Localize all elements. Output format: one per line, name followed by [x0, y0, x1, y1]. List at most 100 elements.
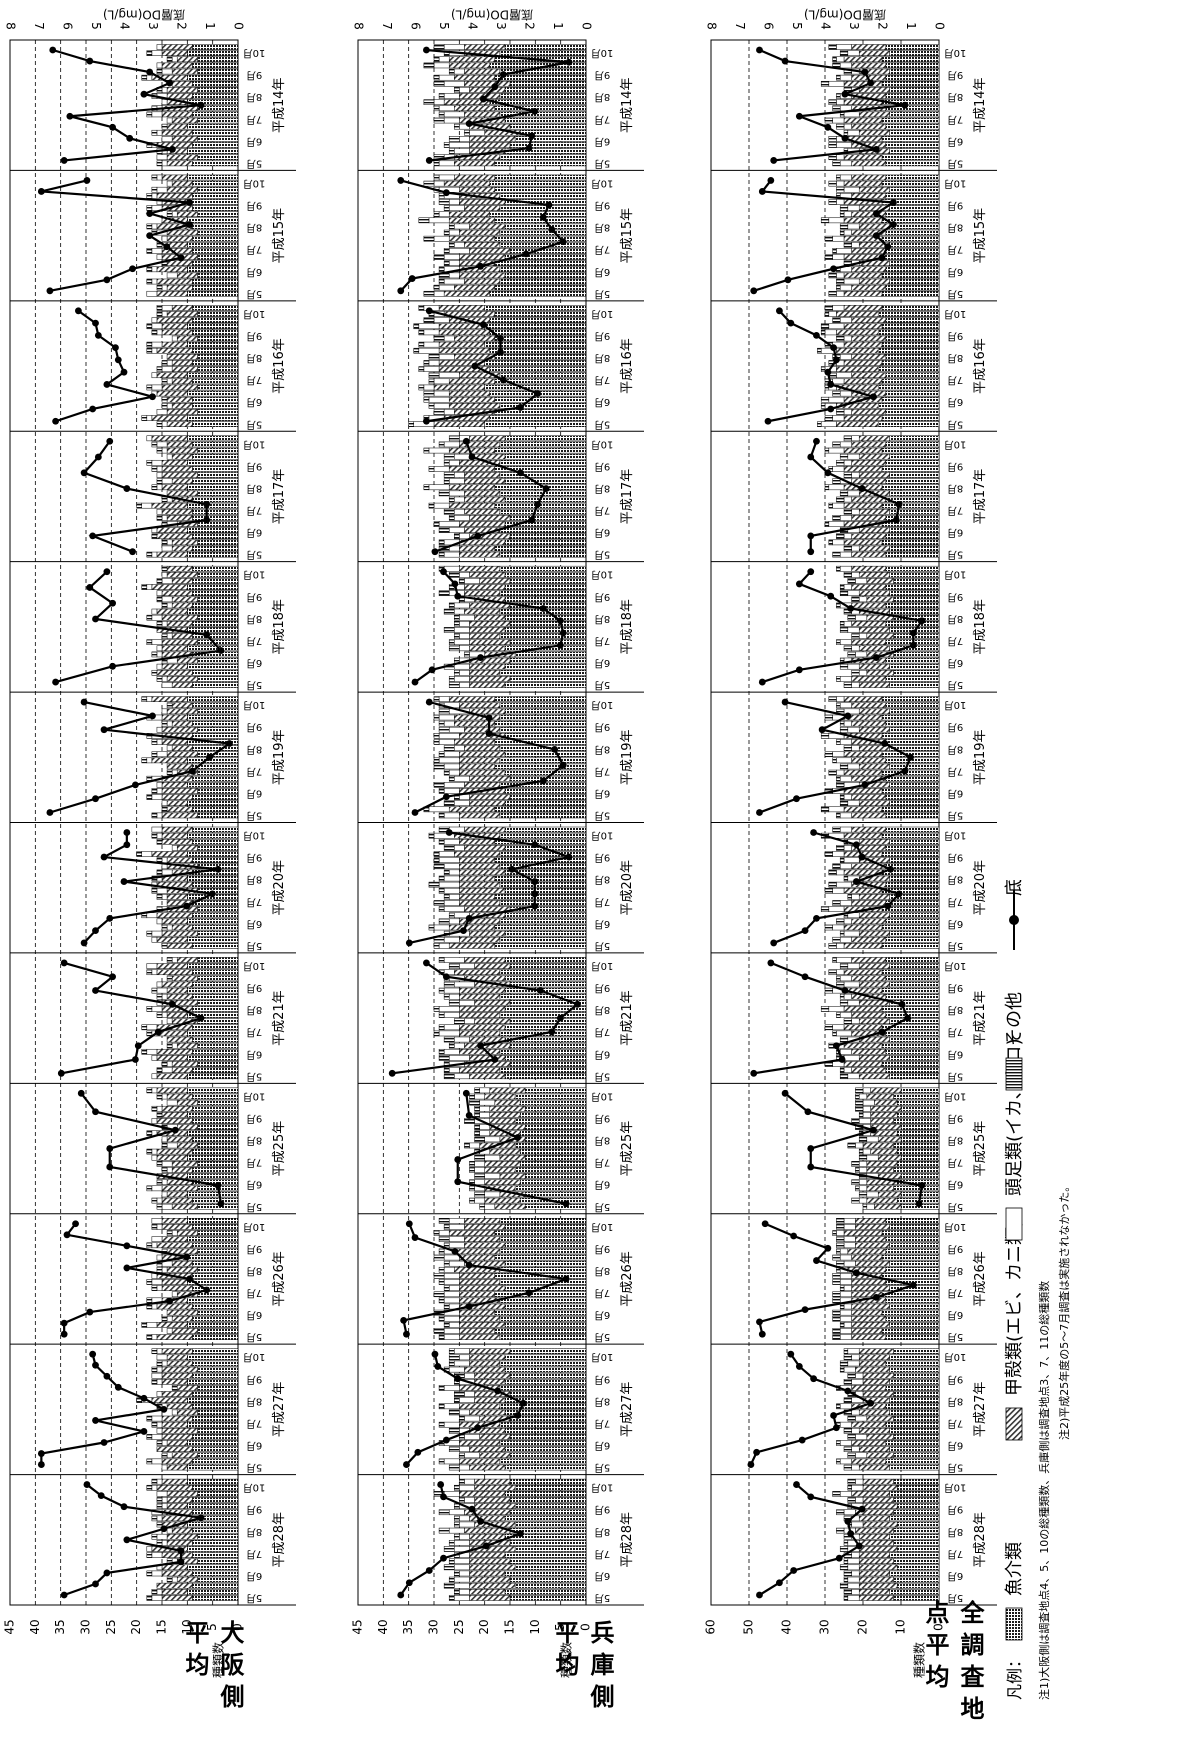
bar-segment: [151, 1366, 158, 1373]
do-point: [411, 809, 419, 816]
bar-segment: [839, 975, 852, 982]
bar-segment: [166, 745, 173, 751]
do-point: [528, 132, 536, 140]
bar-segment: [524, 1154, 587, 1161]
year-label: 平成15年: [272, 208, 287, 264]
bar-segment: [151, 832, 158, 839]
bar-segment: [469, 633, 501, 639]
bar-segment: [851, 1118, 860, 1124]
bar-segment: [832, 317, 841, 323]
do-point: [890, 221, 897, 228]
bar-segment: [161, 136, 173, 142]
bar-segment: [187, 372, 239, 379]
bar-segment: [187, 459, 239, 466]
bar-segment: [885, 174, 940, 181]
bar-segment: [843, 1397, 852, 1404]
bar-segment: [847, 129, 860, 136]
bar-segment: [443, 472, 455, 478]
bar-segment: [858, 1136, 868, 1143]
bar-segment: [146, 1570, 153, 1577]
bar-segment: [843, 1230, 883, 1236]
bar-segment: [464, 1118, 475, 1124]
bar-segment: [187, 663, 239, 670]
bar-segment: [187, 74, 239, 81]
bar-segment: [192, 515, 239, 521]
bar-segment: [141, 696, 148, 702]
bar-segment: [820, 366, 826, 372]
year-label: 平成18年: [973, 599, 988, 655]
bar-segment: [851, 1440, 887, 1446]
bar-segment: [192, 1458, 239, 1465]
bar-segment: [197, 1000, 239, 1006]
bar-segment: [459, 1440, 501, 1446]
bar-segment: [851, 1409, 860, 1416]
month-label: 10月: [944, 438, 967, 450]
bar-segment: [494, 396, 587, 403]
bar-segment: [166, 447, 198, 454]
month-label: 8月: [246, 352, 262, 364]
do-point: [465, 1261, 473, 1269]
bar-segment: [504, 663, 587, 670]
bar-segment: [499, 472, 587, 478]
do-line: [749, 1353, 874, 1466]
do-point: [807, 568, 815, 576]
bar-segment: [161, 800, 168, 807]
bar-segment: [187, 987, 239, 994]
do-point: [559, 629, 567, 637]
bar-segment: [843, 845, 852, 851]
bar-segment: [192, 1595, 239, 1601]
bar-segment: [156, 347, 193, 354]
bar-segment: [885, 565, 940, 572]
bar-segment: [843, 335, 852, 342]
bar-segment: [146, 969, 153, 976]
bar-segment: [443, 1303, 450, 1310]
bar-segment: [192, 223, 239, 230]
month-label: 8月: [594, 874, 610, 886]
bar-segment: [474, 1087, 480, 1094]
bar-segment: [187, 1173, 239, 1179]
bar-segment: [156, 290, 188, 297]
bar-segment: [499, 1067, 587, 1073]
do-point: [824, 469, 832, 477]
bar-segment: [464, 129, 470, 136]
bar-segment: [479, 1087, 490, 1094]
bar-segment: [438, 1230, 450, 1236]
y2tick-label: 1: [551, 22, 565, 30]
bar-segment: [197, 957, 239, 963]
do-point: [548, 1028, 556, 1036]
bar-segment: [877, 1136, 902, 1143]
bar-segment: [171, 136, 198, 142]
bar-segment: [832, 957, 837, 963]
bar-segment: [146, 384, 153, 391]
bar-segment: [858, 800, 890, 807]
bar-segment: [166, 1533, 198, 1540]
do-point: [129, 265, 136, 273]
bar-segment: [161, 284, 168, 291]
year-label: 平成15年: [620, 208, 635, 264]
bar-segment: [454, 602, 470, 609]
bar-segment: [171, 56, 178, 63]
bar-segment: [171, 1291, 178, 1298]
do-point: [887, 865, 894, 873]
bar-segment: [851, 572, 860, 578]
bar-segment: [156, 981, 163, 988]
year-label: 平成17年: [272, 469, 287, 525]
bar-segment: [187, 584, 239, 590]
bar-segment: [448, 148, 455, 154]
do-point: [838, 1056, 846, 1063]
bar-segment: [192, 1118, 239, 1124]
bar-segment: [836, 186, 845, 193]
month-label: 5月: [594, 1592, 610, 1604]
bar-segment: [176, 1042, 198, 1049]
bar-segment: [509, 794, 587, 800]
bar-segment: [448, 639, 455, 645]
do-point: [818, 726, 826, 734]
bar-segment: [151, 466, 158, 472]
bar-segment: [847, 627, 860, 633]
do-point: [46, 287, 54, 295]
bar-segment: [464, 508, 501, 515]
bar-segment: [413, 323, 420, 330]
y2tick-label: 7: [380, 22, 394, 30]
bar-segment: [161, 645, 188, 652]
bar-segment: [855, 1372, 864, 1379]
